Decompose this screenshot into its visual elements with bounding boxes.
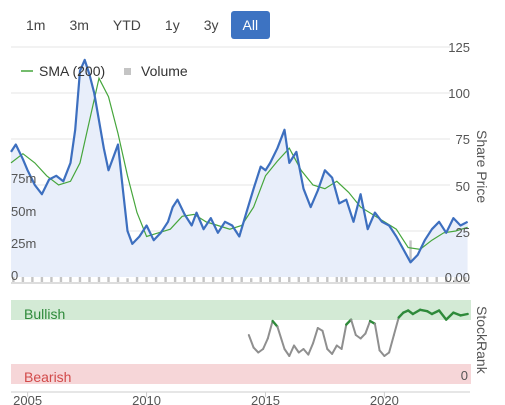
- volume-bar: [307, 272, 310, 282]
- stockrank-segment: [262, 337, 269, 350]
- stockrank-segment: [359, 332, 367, 340]
- stockrank-tick-0: 0: [461, 368, 468, 383]
- range-button-1m[interactable]: 1m: [14, 11, 57, 39]
- volume-bar: [269, 272, 272, 282]
- range-button-all[interactable]: All: [230, 11, 271, 39]
- sma-legend-label: SMA (200): [39, 63, 105, 79]
- volume-tick-25m: 25m: [11, 236, 36, 251]
- volume-legend-label: Volume: [141, 63, 188, 79]
- volume-bar: [50, 272, 53, 282]
- price-line: [10, 58, 469, 264]
- share-price-axis-title: Share Price: [474, 130, 490, 203]
- stockrank-segment: [411, 308, 422, 316]
- stockrank-segment: [288, 344, 295, 357]
- volume-bar: [31, 276, 34, 282]
- stockrank-segment: [331, 344, 338, 355]
- volume-bar: [230, 274, 234, 282]
- price-tick-25: 25: [456, 225, 470, 240]
- volume-axis: 75m 50m 25m 0: [11, 171, 36, 283]
- volume-bar: [335, 276, 339, 282]
- x-axis: 2005 2010 2015 2020: [13, 392, 399, 405]
- bullish-label: Bullish: [24, 306, 65, 322]
- bearish-label: Bearish: [24, 369, 71, 385]
- volume-bar: [454, 274, 457, 282]
- legend: SMA (200) Volume: [21, 63, 188, 79]
- range-button-ytd[interactable]: YTD: [101, 11, 153, 39]
- volume-bar: [78, 272, 82, 282]
- volume-bar: [464, 276, 467, 282]
- price-axis: 125 100 75 50 25 0.00: [445, 40, 470, 285]
- volume-bar: [316, 274, 319, 282]
- volume-bar: [126, 278, 129, 282]
- volume-bar: [240, 276, 243, 282]
- volume-bar: [97, 274, 101, 282]
- stockrank-segment: [312, 327, 319, 345]
- price-tick-75: 75: [456, 132, 470, 147]
- stockrank-line: [247, 308, 469, 357]
- stockrank-segment: [307, 342, 314, 356]
- price-tick-100: 100: [448, 86, 470, 101]
- stockrank-segment: [326, 348, 334, 355]
- volume-bar: [373, 276, 377, 282]
- stockrank-segment: [283, 348, 291, 357]
- range-button-3m[interactable]: 3m: [57, 11, 100, 39]
- stockrank-segment: [437, 309, 448, 321]
- volume-bar: [154, 272, 158, 282]
- x-tick-label: 2020: [370, 393, 399, 405]
- volume-tick-75m: 75m: [11, 171, 36, 186]
- price-tick-125: 125: [448, 40, 470, 55]
- volume-bar: [21, 274, 25, 282]
- price-area-fill: [11, 59, 468, 278]
- volume-bar: [59, 272, 63, 282]
- stockrank-segment: [266, 320, 274, 340]
- volume-bar: [250, 278, 253, 282]
- stockrank-segment: [271, 319, 279, 328]
- stockrank-segment: [276, 325, 286, 350]
- stockrank-segment: [364, 320, 372, 335]
- volume-bar: [354, 272, 358, 282]
- stockrank-segment: [459, 312, 469, 317]
- stockrank-segment: [247, 334, 255, 349]
- stockrank-segment: [340, 323, 348, 350]
- volume-bar: [135, 276, 139, 282]
- range-button-1y[interactable]: 1y: [153, 11, 192, 39]
- x-tick-label: 2010: [132, 393, 161, 405]
- stockrank-segment: [445, 311, 455, 321]
- volume-bar: [383, 276, 386, 282]
- stockrank-segment: [378, 349, 386, 357]
- stockrank-segment: [418, 308, 429, 313]
- volume-bar: [40, 274, 44, 282]
- stockrank-segment: [430, 309, 441, 316]
- stockrank-segment: [388, 334, 395, 354]
- x-tick-label: 2005: [13, 393, 42, 405]
- volume-bar: [145, 274, 148, 282]
- stockrank-segment: [252, 346, 260, 354]
- stockrank-axis-title: StockRank: [474, 306, 490, 375]
- volume-bar: [326, 272, 329, 282]
- volume-bar: [435, 272, 438, 282]
- stockrank-segment: [350, 318, 357, 336]
- price-tick-50: 50: [456, 179, 470, 194]
- volume-bar: [107, 276, 110, 282]
- volume-bar: [116, 277, 120, 282]
- volume-bar: [364, 274, 367, 282]
- price-tick-0: 0.00: [445, 270, 470, 285]
- volume-bar: [259, 276, 262, 282]
- volume-legend-swatch: [124, 68, 131, 75]
- stockrank-segment: [293, 344, 300, 354]
- stockrank-segment: [321, 329, 329, 350]
- range-selector: 1m 3m YTD 1y 3y All: [14, 11, 271, 39]
- bullish-band: [11, 300, 471, 320]
- stockrank-segment: [302, 348, 310, 356]
- range-button-3y[interactable]: 3y: [192, 11, 231, 39]
- volume-tick-0: 0: [11, 268, 18, 283]
- bearish-band: [11, 364, 471, 384]
- stockrank-segment: [345, 318, 353, 326]
- volume-tick-50m: 50m: [11, 204, 36, 219]
- stockrank-segment: [452, 311, 462, 317]
- stockrank-segment: [373, 322, 381, 352]
- stockrank-segment: [392, 316, 400, 336]
- x-tick-label: 2015: [251, 393, 280, 405]
